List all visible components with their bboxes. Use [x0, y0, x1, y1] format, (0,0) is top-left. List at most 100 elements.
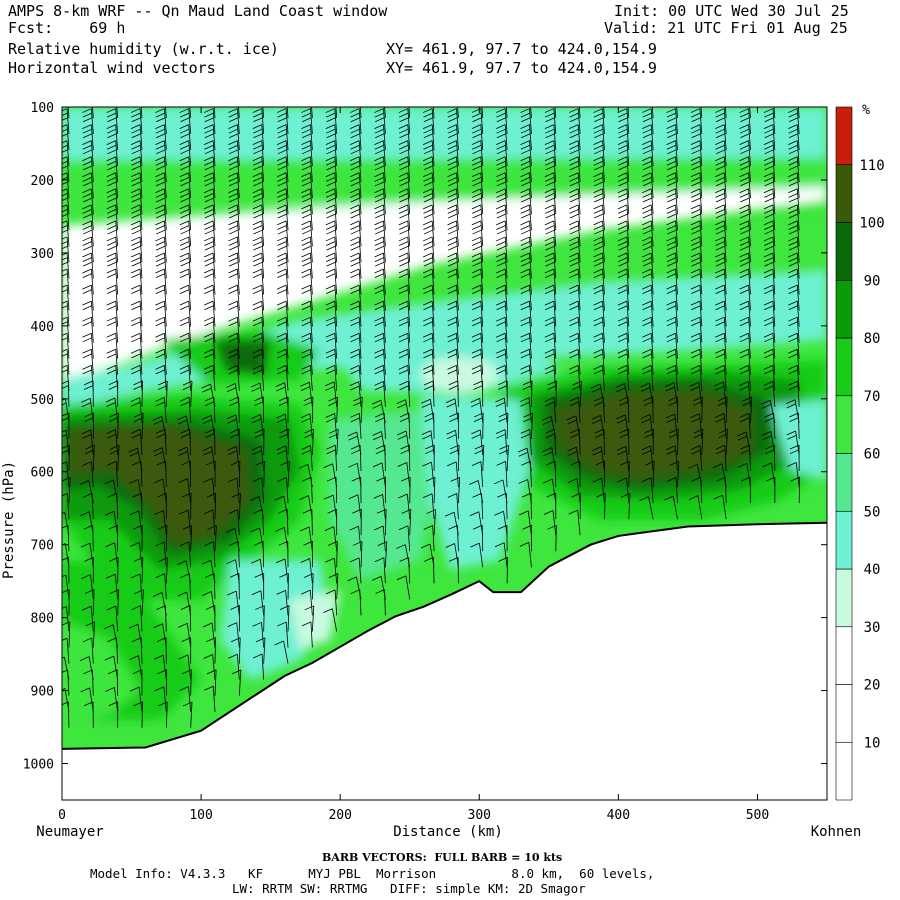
colorbar-swatch: [835, 395, 853, 454]
barb-flag: [716, 97, 725, 101]
barb-shaft: [602, 172, 605, 199]
wind-barb: [520, 140, 532, 167]
wind-barb: [788, 220, 800, 247]
barb-flag: [666, 348, 676, 354]
chart-title: AMPS 8-km WRF -- Qn Maud Land Coast wind…: [8, 2, 388, 20]
barb-shaft: [383, 252, 386, 279]
barb-flag: [325, 225, 336, 230]
barb-flag: [374, 160, 384, 166]
barb-flag: [62, 669, 68, 673]
barb-flag: [157, 669, 167, 675]
barb-shaft: [263, 461, 266, 488]
barb-flag: [739, 236, 749, 242]
wind-barb: [666, 236, 678, 263]
barb-flag: [423, 273, 433, 278]
barb-flag: [691, 369, 701, 375]
wind-barb: [640, 414, 654, 439]
barb-flag: [301, 284, 311, 290]
barb-flag: [301, 305, 311, 311]
barb-flag: [62, 574, 67, 578]
barb-shaft: [749, 107, 751, 118]
barb-flag: [374, 188, 384, 194]
barb-flag: [691, 117, 701, 123]
wind-barb: [108, 524, 119, 552]
barb-shaft: [383, 108, 386, 135]
barb-shaft: [186, 623, 192, 648]
barb-flag: [715, 93, 724, 97]
wind-barb: [275, 558, 289, 584]
barb-flag: [496, 245, 507, 251]
barb-flag: [764, 128, 774, 134]
barb-flag: [82, 364, 92, 370]
barb-shaft: [551, 478, 557, 504]
barb-flag: [301, 165, 312, 171]
barb-flag: [718, 428, 728, 434]
barb-shaft: [504, 220, 508, 247]
barb-flag: [276, 268, 287, 274]
barb-flag: [62, 188, 68, 192]
barb-shaft: [67, 380, 70, 407]
barb-flag: [739, 321, 750, 327]
barb-flag: [667, 149, 677, 155]
barb-flag: [228, 241, 238, 246]
colorbar-label: 50: [864, 504, 881, 520]
barb-flag: [545, 133, 555, 139]
barb-flag: [642, 477, 652, 483]
barb-flag: [301, 268, 311, 274]
barb-flag: [276, 220, 287, 226]
barb-flag: [228, 245, 239, 251]
barb-flag: [693, 428, 704, 434]
wind-barb: [666, 364, 678, 391]
wind-barb: [691, 476, 703, 504]
barb-flag: [496, 332, 506, 338]
barb-shaft: [407, 220, 411, 247]
barb-flag: [739, 273, 750, 278]
barb-flag: [277, 621, 287, 627]
barb-flag: [472, 289, 482, 295]
wind-barb: [254, 573, 265, 600]
wind-barb: [496, 300, 508, 327]
barb-flag: [472, 149, 482, 155]
barb-shaft: [553, 220, 557, 247]
barb-flag: [618, 229, 628, 235]
wind-barb: [62, 476, 71, 504]
barb-flag: [228, 316, 238, 322]
barb-shaft: [66, 172, 70, 199]
wind-barb: [496, 220, 508, 247]
wind-barb: [617, 268, 630, 295]
barb-flag: [423, 197, 434, 203]
barb-flag: [422, 461, 432, 467]
barb-shaft: [577, 301, 581, 327]
barb-shaft: [480, 301, 484, 327]
barb-flag: [377, 541, 387, 546]
wind-barb: [481, 107, 484, 118]
y-tick-label: 400: [31, 320, 54, 335]
barb-shaft: [309, 590, 313, 616]
barb-shaft: [650, 236, 654, 263]
barb-shaft: [65, 398, 70, 423]
barb-shaft: [699, 204, 703, 231]
barb-shaft: [286, 509, 289, 536]
barb-shaft: [309, 558, 313, 584]
wind-barb: [156, 460, 167, 488]
barb-flag: [227, 450, 238, 456]
barb-flag: [448, 149, 458, 155]
barb-flag: [690, 220, 701, 226]
wind-barb: [398, 284, 411, 311]
barb-shaft: [188, 236, 192, 263]
barb-flag: [666, 112, 677, 118]
barb-flag: [569, 144, 579, 150]
barb-shaft: [431, 269, 435, 295]
barb-flag: [62, 637, 68, 641]
barb-flag: [569, 289, 579, 295]
barb-flag: [693, 401, 703, 406]
wind-barb: [693, 396, 703, 423]
barb-flag: [325, 176, 336, 182]
barb-flag: [203, 284, 214, 290]
barb-shaft: [677, 461, 680, 488]
barb-flag: [350, 97, 359, 101]
wind-barb: [349, 284, 362, 311]
barb-flag: [763, 284, 774, 290]
wind-barb: [496, 316, 508, 343]
wind-barb: [520, 124, 532, 151]
